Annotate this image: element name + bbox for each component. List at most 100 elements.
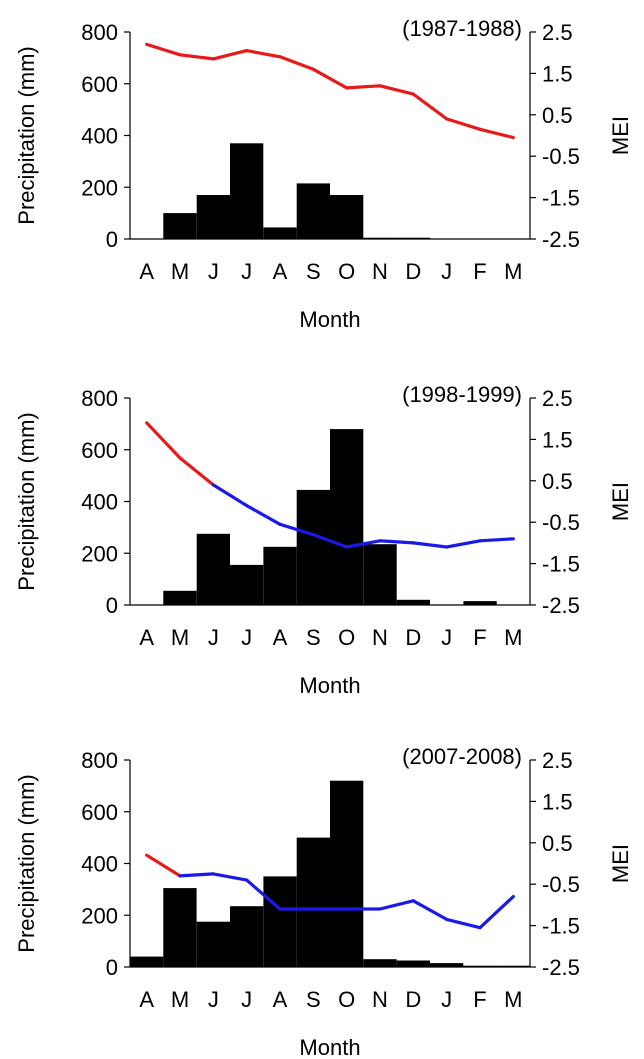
- x-tick-label: A: [139, 625, 154, 650]
- precip-bar: [330, 429, 364, 605]
- precip-bar: [363, 544, 397, 605]
- left-tick-label: 800: [81, 748, 118, 773]
- mei-line-segment: [245, 504, 282, 526]
- right-tick-label: 0.5: [542, 103, 573, 128]
- precip-bar: [296, 837, 330, 967]
- x-tick-label: M: [171, 987, 189, 1012]
- x-tick-label: A: [273, 625, 288, 650]
- mei-line-segment: [345, 539, 382, 549]
- precip-bar: [263, 227, 297, 239]
- x-tick-label: M: [504, 259, 522, 284]
- right-tick-label: -1.5: [542, 552, 580, 577]
- left-tick-label: 400: [81, 852, 118, 877]
- mei-line-segment: [245, 48, 282, 59]
- x-axis-title: Month: [299, 673, 360, 698]
- right-tick-label: -0.5: [542, 510, 580, 535]
- x-tick-label: F: [473, 987, 486, 1012]
- right-tick-label: 2.5: [542, 20, 573, 45]
- left-tick-label: 200: [81, 175, 118, 200]
- precip-bar: [196, 533, 230, 605]
- mei-line-segment: [411, 541, 449, 549]
- mei-line-segment: [178, 53, 215, 61]
- right-tick-label: 0.5: [542, 469, 573, 494]
- right-tick-label: 1.5: [542, 789, 573, 814]
- precip-bar: [263, 546, 297, 605]
- mei-line-segment: [411, 899, 449, 922]
- mei-line-segment: [445, 539, 482, 549]
- precip-bar: [196, 921, 230, 967]
- mei-line-segment: [278, 55, 315, 71]
- mei-line-segment: [411, 92, 449, 121]
- panel-title: (1998-1999): [402, 382, 522, 407]
- right-tick-label: 0.5: [542, 831, 573, 856]
- x-tick-label: J: [441, 259, 452, 284]
- x-tick-label: J: [441, 625, 452, 650]
- precip-bar: [463, 601, 497, 605]
- right-tick-label: 2.5: [542, 748, 573, 773]
- precip-bar: [330, 780, 364, 967]
- mei-line-segment: [145, 42, 182, 57]
- mei-line-segment: [445, 917, 482, 930]
- x-tick-label: J: [441, 987, 452, 1012]
- x-tick-label: J: [208, 259, 219, 284]
- mei-line-segment: [278, 522, 315, 537]
- mei-line-segment: [378, 84, 415, 96]
- left-tick-label: 600: [81, 800, 118, 825]
- x-tick-label: F: [473, 625, 486, 650]
- mei-line-segment: [311, 67, 349, 90]
- panel-title: (1987-1988): [402, 16, 522, 41]
- right-tick-label: -1.5: [542, 186, 580, 211]
- right-tick-label: -2.5: [542, 227, 580, 252]
- mei-line-segment: [145, 853, 182, 878]
- mei-line-segment: [211, 48, 249, 61]
- x-tick-label: A: [139, 987, 154, 1012]
- precip-bar: [296, 489, 330, 605]
- mei-line-segment: [345, 84, 382, 90]
- left-tick-label: 800: [81, 386, 118, 411]
- precip-bar: [396, 599, 430, 605]
- x-tick-label: M: [504, 987, 522, 1012]
- x-tick-label: J: [241, 987, 252, 1012]
- x-tick-label: S: [306, 259, 321, 284]
- mei-line-segment: [311, 532, 349, 549]
- x-tick-label: A: [139, 259, 154, 284]
- x-tick-label: N: [372, 987, 388, 1012]
- left-tick-label: 400: [81, 124, 118, 149]
- mei-line-segment: [445, 117, 482, 131]
- x-axis-title: Month: [299, 1035, 360, 1059]
- x-tick-label: A: [273, 259, 288, 284]
- precip-bar: [230, 143, 264, 239]
- left-tick-label: 0: [106, 955, 118, 980]
- precip-bar: [196, 195, 230, 239]
- x-tick-label: D: [405, 987, 421, 1012]
- x-tick-label: J: [241, 625, 252, 650]
- mei-line-segment: [245, 878, 282, 911]
- panel-title: (2007-2008): [402, 744, 522, 769]
- precip-bar: [396, 237, 430, 239]
- left-axis-title: Precipitation (mm): [14, 46, 39, 224]
- precip-bar: [363, 237, 397, 239]
- x-tick-label: S: [306, 625, 321, 650]
- left-tick-label: 600: [81, 438, 118, 463]
- x-tick-label: F: [473, 259, 486, 284]
- x-tick-label: O: [338, 259, 355, 284]
- x-tick-label: M: [171, 259, 189, 284]
- precip-bar: [263, 876, 297, 967]
- precip-bar: [163, 888, 197, 967]
- x-tick-label: O: [338, 625, 355, 650]
- right-axis-title: MEI: [608, 844, 633, 883]
- x-tick-label: D: [405, 625, 421, 650]
- mei-line-segment: [211, 483, 249, 508]
- mei-line-segment: [478, 537, 515, 543]
- x-tick-label: N: [372, 625, 388, 650]
- x-tick-label: S: [306, 987, 321, 1012]
- mei-line-segment: [178, 456, 215, 487]
- precip-bar: [396, 960, 430, 967]
- mei-line-segment: [478, 127, 515, 140]
- precip-bar: [363, 959, 397, 967]
- left-tick-label: 0: [106, 227, 118, 252]
- right-axis-title: MEI: [608, 482, 633, 521]
